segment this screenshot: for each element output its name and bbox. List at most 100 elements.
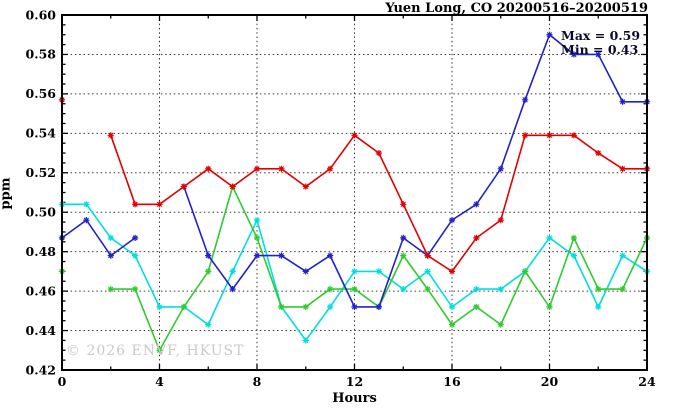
green-line-marker <box>448 321 456 328</box>
blue-line-marker <box>497 165 504 172</box>
x-axis-label: Hours <box>332 391 377 406</box>
x-tick-label: 16 <box>443 374 461 389</box>
plot-frame <box>61 14 648 371</box>
cyan-line-marker <box>375 268 382 275</box>
red-line-marker <box>522 132 529 139</box>
green-line-marker <box>278 303 285 310</box>
cyan-line-marker <box>497 286 504 293</box>
blue-line-marker <box>595 51 602 58</box>
y-tick-label: 0.58 <box>26 47 57 62</box>
red-line-marker <box>619 165 626 172</box>
green-line-marker <box>205 268 212 275</box>
red-line-marker <box>327 165 334 172</box>
red-line-marker <box>107 132 114 139</box>
red-line-marker <box>302 183 309 190</box>
green-line-marker <box>253 234 261 241</box>
cyan-line-marker <box>400 286 407 293</box>
red-line-marker <box>205 165 212 172</box>
green-line-marker <box>156 347 163 354</box>
blue-line-marker <box>278 252 285 259</box>
cyan-line-marker <box>570 252 577 259</box>
cyan-line-marker <box>156 303 163 310</box>
cyan-line-marker <box>448 303 456 310</box>
green-line-marker <box>473 303 480 310</box>
y-tick-label: 0.44 <box>26 323 57 338</box>
blue-line-marker <box>302 268 309 275</box>
x-tick-label: 24 <box>638 374 656 389</box>
red-line-marker <box>132 201 139 208</box>
blue-line-marker <box>327 252 334 259</box>
watermark: © 2026 ENVF, HKUST <box>66 343 245 359</box>
x-tick-label: 20 <box>541 374 559 389</box>
blue-line-marker <box>253 252 261 259</box>
cyan-line-marker <box>132 252 139 259</box>
blue-line-marker <box>83 217 90 224</box>
green-line-marker <box>424 286 431 293</box>
y-tick-label: 0.46 <box>26 283 57 298</box>
cyan-line-marker <box>302 337 309 344</box>
chart-title: Yuen Long, CO 20200516–20200519 <box>385 1 648 16</box>
green-line-marker <box>180 303 187 310</box>
cyan-line-marker <box>107 234 114 241</box>
cyan-line-marker <box>595 303 602 310</box>
red-line-marker <box>570 132 577 139</box>
cyan-line-marker <box>546 234 553 241</box>
blue-line <box>61 33 647 308</box>
blue-line-marker <box>522 96 529 103</box>
cyan-line-marker <box>619 252 626 259</box>
x-tick-label: 0 <box>58 374 67 389</box>
red-line-marker <box>546 132 553 139</box>
red-line-marker <box>229 183 236 190</box>
max-min-annotation: Max = 0.59 Min = 0.43 <box>561 29 640 57</box>
green-line-marker <box>400 252 407 259</box>
blue-line-marker <box>473 201 480 208</box>
red-line-marker <box>375 149 382 157</box>
y-tick-label: 0.48 <box>26 244 57 259</box>
blue-line-marker <box>132 234 139 241</box>
green-line-marker <box>570 234 577 241</box>
red-line-marker <box>156 201 163 208</box>
green-line-marker <box>351 286 358 293</box>
cyan-line-marker <box>473 286 480 293</box>
red-line-marker <box>278 165 285 172</box>
cyan-line-marker <box>424 268 431 275</box>
green-line-marker <box>302 303 309 310</box>
green-line-marker <box>327 286 334 293</box>
x-tick-label: 8 <box>253 374 262 389</box>
red-line-marker <box>497 217 504 224</box>
red-line-marker <box>473 234 480 241</box>
x-tick-label: 4 <box>155 374 164 389</box>
y-tick-label: 0.54 <box>26 126 57 141</box>
y-tick-label: 0.50 <box>26 205 57 220</box>
green-line-marker <box>619 286 626 293</box>
red-line-marker <box>180 183 187 190</box>
y-tick-label: 0.60 <box>26 7 57 22</box>
green-line-marker <box>497 321 504 328</box>
green-line-marker <box>132 286 139 293</box>
red-line-marker <box>351 132 358 139</box>
red-line-marker <box>253 165 261 172</box>
green-line-marker <box>595 286 602 293</box>
green-line-marker <box>107 286 114 293</box>
blue-line-marker <box>400 234 407 241</box>
blue-line-marker <box>546 31 553 38</box>
cyan-line-marker <box>83 201 90 208</box>
green-line-marker <box>546 303 553 310</box>
red-line-marker <box>448 268 456 275</box>
y-tick-label: 0.56 <box>26 86 57 101</box>
y-tick-label: 0.52 <box>26 165 56 180</box>
blue-line-marker <box>205 252 212 259</box>
cyan-line-marker <box>327 303 334 310</box>
blue-line-marker <box>619 98 626 105</box>
y-axis-label: ppm <box>0 177 14 210</box>
x-tick-label: 12 <box>346 374 363 389</box>
blue-line-marker <box>570 51 577 58</box>
min-annotation: Min = 0.43 <box>561 42 639 57</box>
red-line-marker <box>424 252 431 259</box>
blue-line-marker <box>229 286 236 293</box>
blue-line-marker <box>351 303 358 310</box>
blue-line-marker <box>448 217 456 224</box>
red-line-marker <box>595 149 602 157</box>
